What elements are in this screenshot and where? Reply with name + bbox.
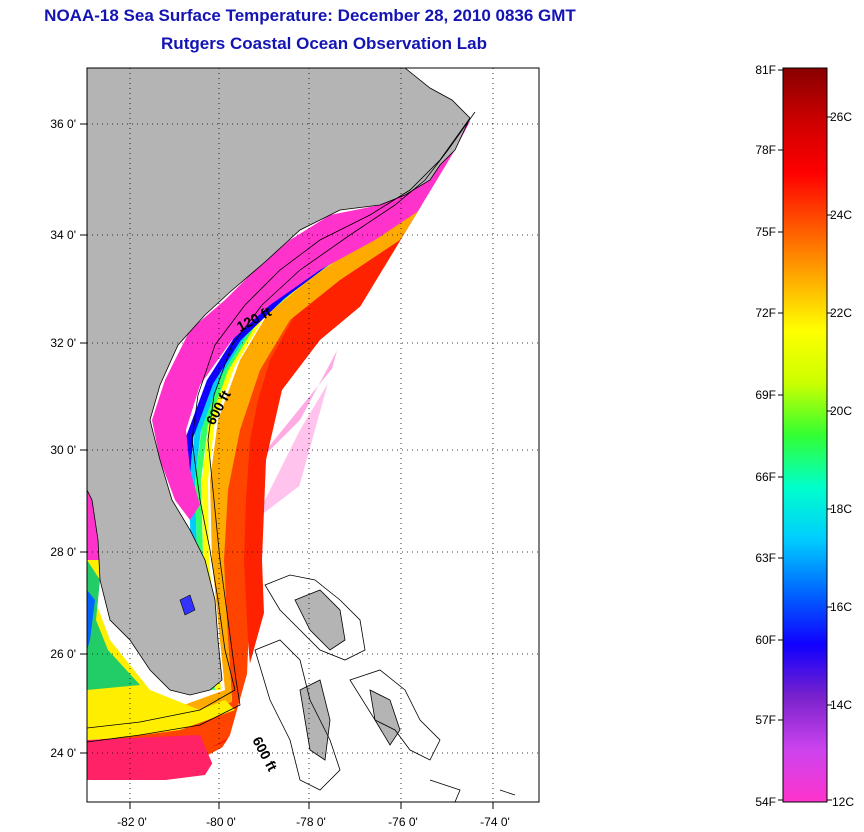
colorbar-f-75: 75F: [755, 225, 776, 239]
lat-label-24: 24 0': [50, 746, 76, 760]
colorbar-f-60: 60F: [755, 633, 776, 647]
lon-label-78: -78 0': [296, 815, 326, 829]
colorbar-f-81: 81F: [755, 63, 776, 77]
plot-frame: [86, 67, 540, 803]
bathymetry-contours: [87, 111, 516, 802]
colorbar-c-12: 12C: [832, 795, 854, 809]
lon-label-74: -74 0': [480, 815, 510, 829]
colorbar-c-22: 22C: [830, 306, 852, 320]
land-mass: [87, 68, 471, 696]
lat-label-30: 30 0': [50, 443, 76, 457]
colorbar-ramp: [782, 67, 828, 803]
graticule: [87, 68, 539, 802]
lon-label-80: -80 0': [206, 815, 236, 829]
colorbar-f-78: 78F: [755, 143, 776, 157]
colorbar-f-69: 69F: [755, 388, 776, 402]
axis-ticks: [80, 123, 494, 809]
lat-label-32: 32 0': [50, 336, 76, 350]
lat-label-34: 34 0': [50, 228, 76, 242]
colorbar-c-16: 16C: [830, 600, 852, 614]
colorbar: 81F 78F 75F 72F 69F 66F 63F 60F 57F 54F …: [755, 63, 854, 809]
colorbar-f-54: 54F: [755, 795, 776, 809]
colorbar-c-14: 14C: [830, 698, 852, 712]
colorbar-c-18: 18C: [830, 502, 852, 516]
lat-label-36: 36 0': [50, 117, 76, 131]
colorbar-f-57: 57F: [755, 713, 776, 727]
lon-label-82: -82 0': [117, 815, 147, 829]
lat-label-28: 28 0': [50, 545, 76, 559]
lat-label-26: 26 0': [50, 647, 76, 661]
colorbar-f-72: 72F: [755, 306, 776, 320]
map-subtitle: Rutgers Coastal Ocean Observation Lab: [161, 34, 487, 53]
colorbar-f-63: 63F: [755, 551, 776, 565]
colorbar-c-24: 24C: [830, 208, 852, 222]
colorbar-f-66: 66F: [755, 470, 776, 484]
lon-label-76: -76 0': [388, 815, 418, 829]
colorbar-c-20: 20C: [830, 404, 852, 418]
colorbar-c-26: 26C: [830, 110, 852, 124]
map-title: NOAA-18 Sea Surface Temperature: Decembe…: [44, 6, 576, 25]
